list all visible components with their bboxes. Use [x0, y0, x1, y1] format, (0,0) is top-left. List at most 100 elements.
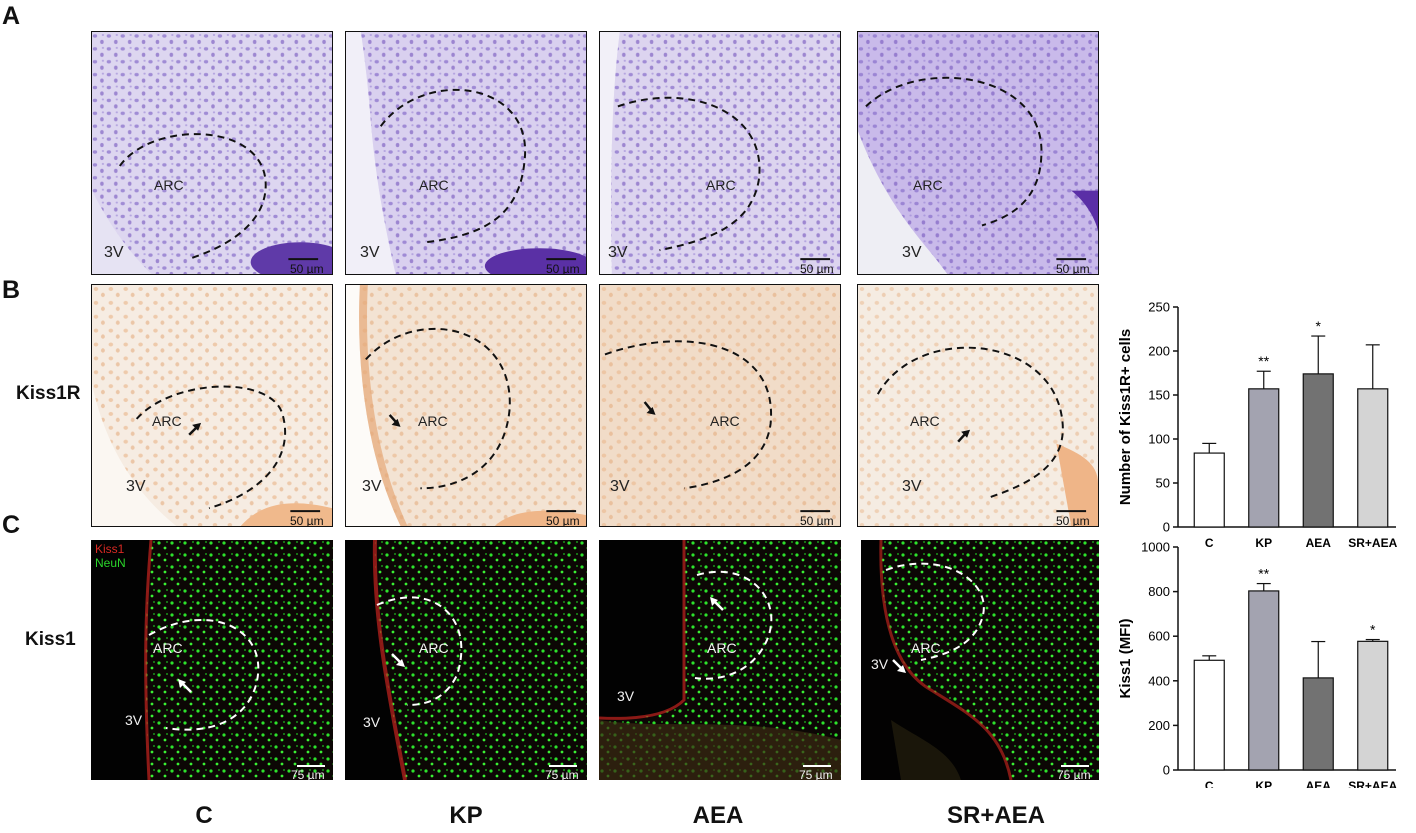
ihc-image-sraea	[858, 285, 1098, 526]
panel-letter-c: C	[2, 511, 21, 539]
y-tick-label: 250	[1148, 300, 1170, 315]
panel-letter-b: B	[2, 276, 21, 304]
arc-label-a-aea: ARC	[706, 177, 736, 193]
significance-marker: **	[1258, 566, 1269, 582]
kiss1-mfi-chart: Kiss1 (MFI) 0 200 400 600 800 1000 C ** KP AEA * SR+…	[1117, 540, 1398, 789]
nissl-micrograph-kp: ARC 3V 50 µm	[345, 31, 587, 275]
y-tick-label: 0	[1163, 763, 1170, 778]
y-tick-label: 100	[1148, 432, 1170, 447]
scale-bar-label-b-c: 50 µm	[290, 514, 324, 527]
significance-marker: *	[1370, 622, 1376, 638]
3v-label-a-c: 3V	[104, 244, 124, 261]
3v-label-b-c: 3V	[126, 478, 146, 495]
x-tick-label: C	[1205, 779, 1214, 788]
3v-label-b-kp: 3V	[362, 478, 382, 495]
fluor-micrograph-c: Kiss1 NeuN ARC 3V 75 µm	[91, 540, 333, 780]
scale-bar-label-a-kp: 50 µm	[546, 262, 580, 275]
nissl-image-sraea	[858, 32, 1098, 274]
x-tick-label: SR+AEA	[1348, 779, 1397, 788]
row-label-kiss1r: Kiss1R	[16, 383, 81, 404]
fluor-micrograph-kp: ARC 3V 75 µm	[345, 540, 587, 780]
arc-label-c-sraea: ARC	[911, 640, 941, 656]
arc-label-b-c: ARC	[152, 413, 182, 429]
y-tick-label: 200	[1148, 344, 1170, 359]
arc-label-b-aea: ARC	[710, 413, 740, 429]
scale-bar-label-c-kp: 75 µm	[545, 768, 579, 780]
significance-marker: **	[1258, 353, 1269, 369]
column-label-kp: KP	[449, 802, 483, 829]
arc-label-a-c: ARC	[154, 177, 184, 193]
arc-label-a-sraea: ARC	[913, 177, 943, 193]
scale-bar-label-a-sraea: 50 µm	[1056, 262, 1090, 275]
bar-sraea	[1357, 640, 1389, 771]
3v-label-b-aea: 3V	[610, 478, 630, 495]
legend-neun: NeuN	[95, 556, 126, 570]
3v-label-b-sraea: 3V	[902, 478, 922, 495]
fluor-image-c	[91, 540, 333, 780]
fluor-image-kp	[345, 540, 587, 780]
scale-bar-label-c-c: 75 µm	[291, 768, 325, 780]
bar-c	[1193, 659, 1225, 771]
y-tick-label: 400	[1148, 673, 1170, 688]
y-axis-label: Kiss1 (MFI)	[1117, 618, 1134, 698]
arc-label-b-kp: ARC	[418, 413, 448, 429]
bar-kp	[1248, 388, 1280, 528]
scale-bar-label-b-aea: 50 µm	[800, 514, 834, 527]
arc-label-b-sraea: ARC	[910, 413, 940, 429]
arc-label-c-aea: ARC	[707, 640, 737, 656]
y-tick-label: 50	[1156, 476, 1170, 491]
y-tick-label: 1000	[1141, 540, 1170, 555]
scale-bar-label-a-c: 50 µm	[290, 262, 324, 275]
legend-kiss1: Kiss1	[95, 542, 125, 556]
bar-kp	[1248, 590, 1280, 771]
nissl-image-aea	[600, 32, 840, 274]
ihc-micrograph-sraea: ARC 3V 50 µm	[857, 284, 1099, 527]
panel-letter-a: A	[2, 2, 21, 30]
scale-bar-label-b-kp: 50 µm	[546, 514, 580, 527]
3v-label-a-aea: 3V	[608, 244, 628, 261]
fluor-micrograph-sraea: ARC 3V 75 µm	[861, 540, 1099, 780]
nissl-image-c	[92, 32, 332, 274]
y-axis-label: Number of Kiss1R+ cells	[1117, 329, 1134, 505]
x-tick-label: C	[1205, 536, 1214, 550]
nissl-micrograph-aea: ARC 3V 50 µm	[599, 31, 841, 275]
arc-label-c-c: ARC	[153, 640, 183, 656]
fluor-image-aea	[599, 540, 841, 780]
row-label-kiss1: Kiss1	[25, 629, 76, 650]
ihc-micrograph-aea: ARC 3V 50 µm	[599, 284, 841, 527]
y-tick-label: 800	[1148, 584, 1170, 599]
y-tick-label: 200	[1148, 718, 1170, 733]
scale-bar-label-a-aea: 50 µm	[800, 262, 834, 275]
3v-label-c-c: 3V	[125, 712, 143, 728]
nissl-micrograph-sraea: ARC 3V 50 µm	[857, 31, 1099, 275]
scale-bar-label-c-sraea: 75 µm	[1057, 768, 1091, 780]
3v-label-c-aea: 3V	[617, 688, 635, 704]
bar-aea	[1302, 677, 1334, 771]
y-tick-label: 0	[1163, 520, 1170, 535]
3v-label-c-kp: 3V	[363, 714, 381, 730]
kiss1r-cell-count-chart: Number of Kiss1R+ cells 0 50 100 150 200 250 C *…	[1117, 300, 1398, 551]
ihc-image-c	[92, 285, 332, 526]
ihc-micrograph-c: ARC 3V 50 µm	[91, 284, 333, 527]
x-tick-label: AEA	[1306, 536, 1332, 550]
bar-aea	[1302, 373, 1334, 528]
scale-bar-label-b-sraea: 50 µm	[1056, 514, 1090, 527]
nissl-image-kp	[346, 32, 586, 274]
fluor-micrograph-aea: ARC 3V 75 µm	[599, 540, 841, 780]
3v-label-a-kp: 3V	[360, 244, 380, 261]
fluor-image-sraea	[861, 540, 1099, 780]
significance-marker: *	[1316, 318, 1322, 334]
arc-label-c-kp: ARC	[419, 640, 449, 656]
x-tick-label: SR+AEA	[1348, 536, 1397, 550]
3v-label-a-sraea: 3V	[902, 244, 922, 261]
x-tick-label: KP	[1255, 536, 1272, 550]
ihc-micrograph-kp: ARC 3V 50 µm	[345, 284, 587, 527]
x-tick-label: KP	[1255, 779, 1272, 788]
column-label-sraea: SR+AEA	[946, 802, 1046, 829]
bar-sraea	[1357, 388, 1389, 528]
column-label-aea: AEA	[692, 802, 744, 829]
3v-label-c-sraea: 3V	[871, 656, 889, 672]
ihc-image-aea	[600, 285, 840, 526]
arc-label-a-kp: ARC	[419, 177, 449, 193]
x-tick-label: AEA	[1306, 779, 1332, 788]
